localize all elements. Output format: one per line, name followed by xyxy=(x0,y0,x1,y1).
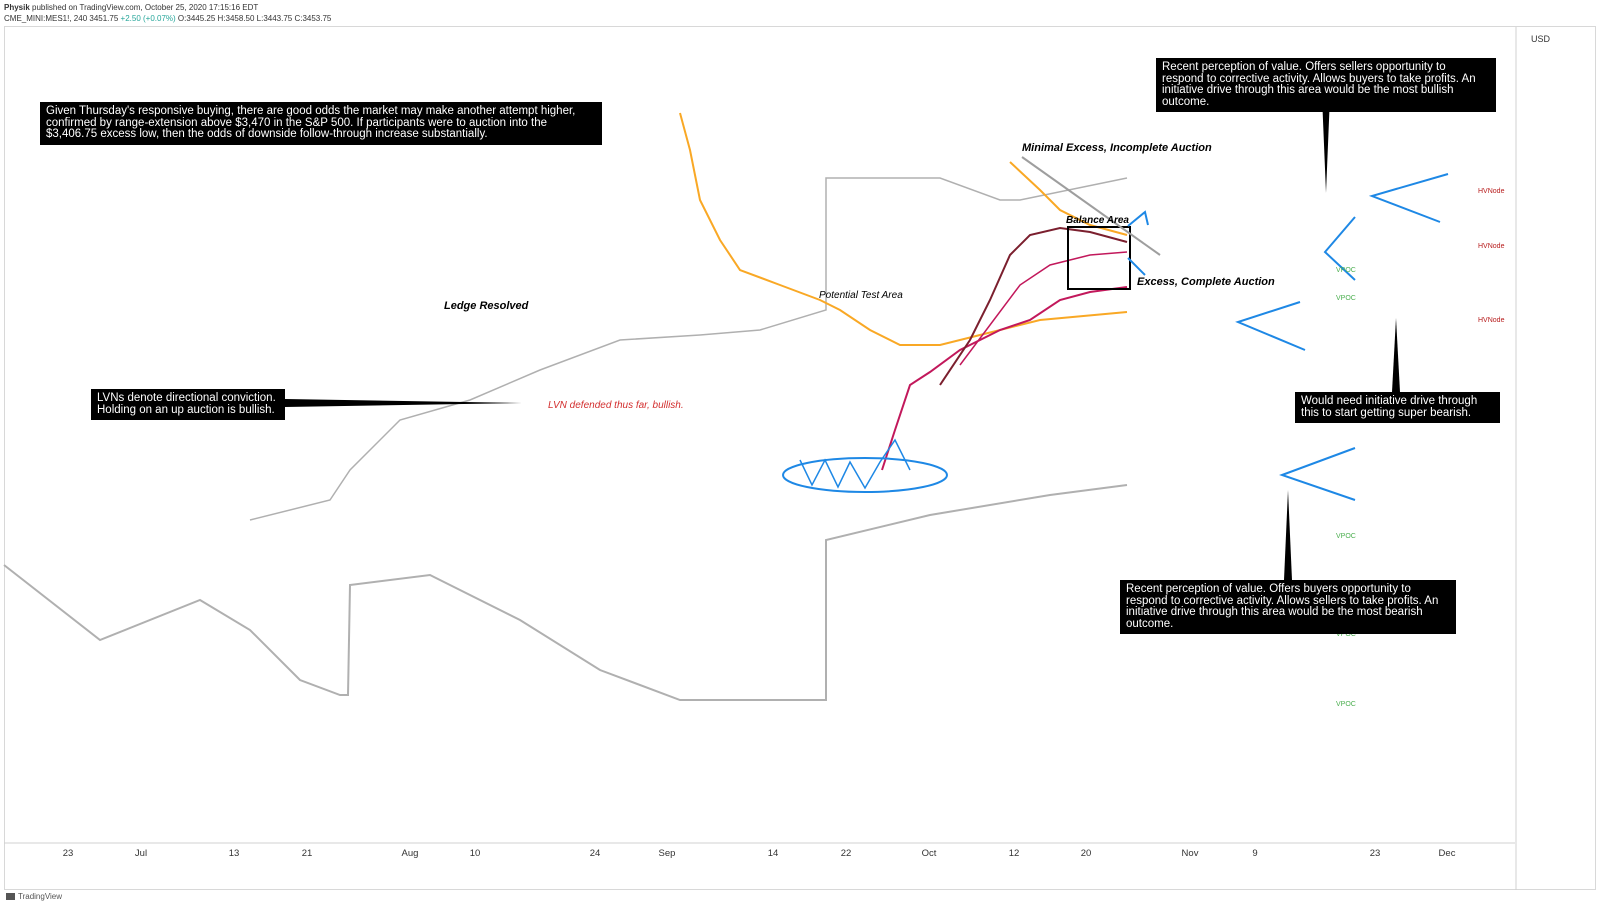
vwap-line-orange xyxy=(679,112,1128,346)
x-tick-label: Dec xyxy=(1439,848,1456,859)
annotation-main-thesis: Given Thursday's responsive buying, ther… xyxy=(40,102,602,145)
label-potential-test: Potential Test Area xyxy=(819,290,903,301)
pointer-bearish-drive xyxy=(1392,318,1400,392)
x-tick-label: Sep xyxy=(659,848,676,859)
profile-label-hvnode: HVNode xyxy=(1478,317,1505,324)
x-tick-label: Aug xyxy=(402,848,419,859)
ohlc-values: O:3445.25 H:3458.50 L:3443.75 C:3453.75 xyxy=(177,14,332,23)
profile-label-hvnode: HVNode xyxy=(1478,243,1505,250)
label-ledge-resolved: Ledge Resolved xyxy=(444,300,529,312)
x-tick-label: 20 xyxy=(1081,848,1092,859)
x-tick-label: 21 xyxy=(302,848,313,859)
author[interactable]: Physik xyxy=(4,3,30,12)
x-tick-label: 13 xyxy=(229,848,240,859)
low-excess-scribble xyxy=(799,438,911,490)
x-tick-label: Oct xyxy=(922,848,937,859)
vwap-line-maroon xyxy=(939,226,1128,386)
price-change: +2.50 (+0.07%) xyxy=(120,14,176,23)
chart-frame[interactable] xyxy=(4,26,1596,890)
profile-label-vpoc: VPOC xyxy=(1336,701,1356,708)
published-info: published on TradingView.com, October 25… xyxy=(32,3,259,12)
label-excess-complete: Excess, Complete Auction xyxy=(1137,276,1275,288)
label-balance-area: Balance Area xyxy=(1066,215,1129,226)
annotation-upper-value: Recent perception of value. Offers selle… xyxy=(1156,58,1496,112)
x-tick-label: 12 xyxy=(1009,848,1020,859)
x-tick-label: Nov xyxy=(1182,848,1199,859)
pointer-lower-value xyxy=(1284,490,1292,580)
x-tick-label: 23 xyxy=(1370,848,1381,859)
footer-brand-text: TradingView xyxy=(18,892,63,901)
vwap-line-crimson-short xyxy=(959,251,1128,366)
x-tick-label: 10 xyxy=(470,848,481,859)
x-tick-label: Jul xyxy=(135,848,147,859)
symbol-info[interactable]: CME_MINI:MES1!, 240 xyxy=(4,14,88,23)
vwap-line-crimson xyxy=(881,286,1128,471)
last-price: 3451.75 xyxy=(89,14,119,23)
profile-label-vpoc: VPOC xyxy=(1336,295,1356,302)
footer-brand[interactable]: TradingView xyxy=(6,890,62,904)
low-excess-circle xyxy=(782,457,948,493)
profile-label-vpoc: VPOC xyxy=(1336,267,1356,274)
annotation-lower-value: Recent perception of value. Offers buyer… xyxy=(1120,580,1456,634)
profile-label-hvnode: HVNode xyxy=(1478,188,1505,195)
profile-label-vpoc: VPOC xyxy=(1336,533,1356,540)
y-axis-currency: USD xyxy=(1531,34,1551,44)
profile-label-vpoc: VPOC xyxy=(1336,631,1356,638)
pointer-lvn xyxy=(285,399,522,407)
pointer-upper-value xyxy=(1322,96,1330,193)
profile-bracket-mid xyxy=(1323,216,1356,281)
profile-bracket-upper xyxy=(1368,173,1449,223)
label-lvn-defended: LVN defended thus far, bullish. xyxy=(548,400,684,411)
annotation-lvn: LVNs denote directional conviction. Hold… xyxy=(91,389,285,420)
vwap-line-orange-short xyxy=(1009,161,1128,236)
composite-profile-line xyxy=(3,484,1128,701)
x-tick-label: 23 xyxy=(63,848,74,859)
excess-trend-line xyxy=(1021,156,1161,256)
x-tick-label: 14 xyxy=(768,848,779,859)
annotation-bearish-drive: Would need initiative drive through this… xyxy=(1295,392,1500,423)
profile-bracket-bottom xyxy=(1279,447,1356,501)
chart-header: Physik published on TradingView.com, Oct… xyxy=(4,2,331,24)
x-tick-label: 22 xyxy=(841,848,852,859)
x-tick-label: 9 xyxy=(1252,848,1257,859)
tradingview-logo-icon xyxy=(6,893,15,901)
profile-bracket-low xyxy=(1235,301,1306,351)
composite-profile-line-upper xyxy=(249,177,1128,521)
breakout-arrows xyxy=(1127,210,1149,276)
label-minimal-excess: Minimal Excess, Incomplete Auction xyxy=(1022,142,1212,154)
x-tick-label: 24 xyxy=(590,848,601,859)
balance-area-box xyxy=(1067,226,1131,290)
